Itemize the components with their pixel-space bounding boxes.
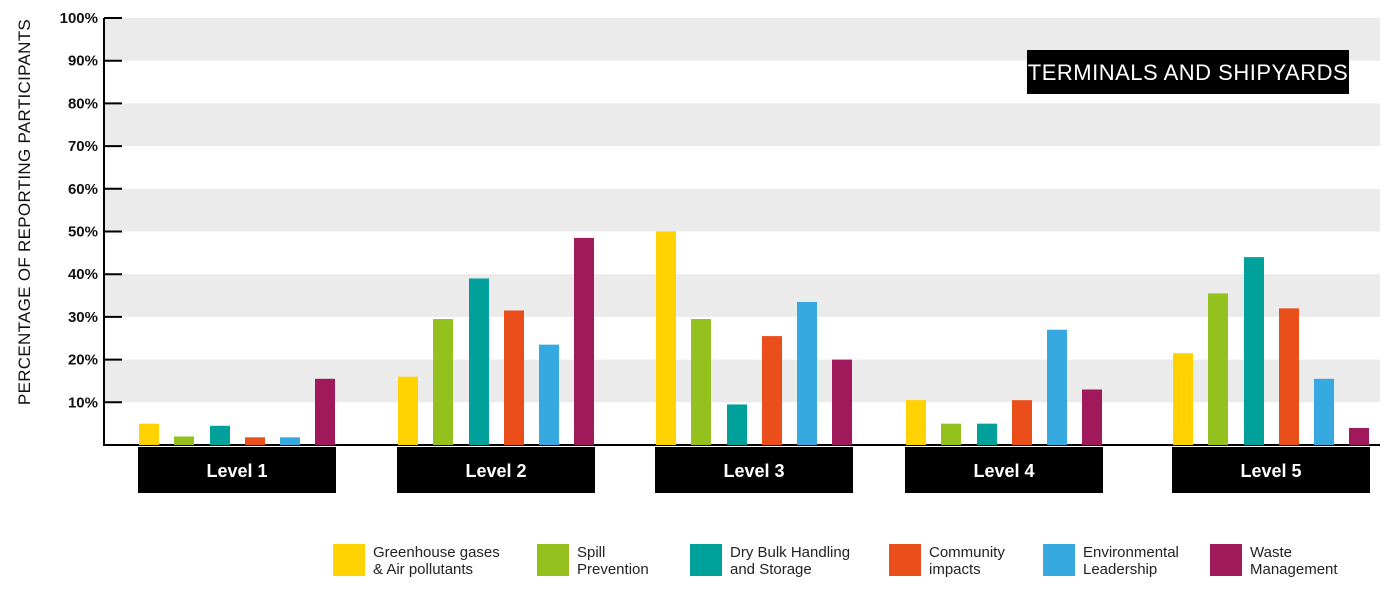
- bar: [433, 319, 453, 445]
- bar: [1314, 378, 1334, 445]
- legend-swatch: [537, 544, 569, 576]
- bar: [906, 400, 926, 445]
- legend-swatch: [690, 544, 722, 576]
- y-tick-label: 80%: [68, 95, 98, 112]
- category-label-box: [655, 447, 853, 493]
- legend-label: Greenhouse gases & Air pollutants: [373, 544, 500, 578]
- bar: [574, 237, 594, 445]
- bar: [1047, 329, 1067, 445]
- bar: [797, 301, 817, 445]
- legend-item: Spill Prevention: [537, 544, 649, 578]
- legend-swatch: [1043, 544, 1075, 576]
- bars: [139, 231, 1369, 445]
- category-label: Level 5: [1240, 461, 1301, 481]
- bar: [1208, 293, 1228, 445]
- category-label-box: [905, 447, 1103, 493]
- y-tick-label: 70%: [68, 138, 98, 155]
- bar: [539, 344, 559, 445]
- bar: [1173, 353, 1193, 445]
- bar: [941, 423, 961, 445]
- bar: [210, 425, 230, 445]
- category-label-box: [138, 447, 336, 493]
- bar: [280, 437, 300, 445]
- legend-swatch: [889, 544, 921, 576]
- y-tick-label: 100%: [60, 10, 98, 27]
- legend: Greenhouse gases & Air pollutants Spill P…: [0, 544, 1391, 592]
- legend-item: Community impacts: [889, 544, 1005, 578]
- bar: [762, 336, 782, 445]
- bar: [315, 378, 335, 445]
- legend-item: Environmental Leadership: [1043, 544, 1179, 578]
- category-label-box: [397, 447, 595, 493]
- legend-label: Waste Management: [1250, 544, 1338, 578]
- y-tick-label: 90%: [68, 53, 98, 70]
- category-label: Level 1: [206, 461, 267, 481]
- chart-title: TERMINALS AND SHIPYARDS: [1028, 60, 1348, 85]
- legend-item: Waste Management: [1210, 544, 1338, 578]
- legend-label: Community impacts: [929, 544, 1005, 578]
- bar: [1279, 308, 1299, 445]
- bar: [691, 319, 711, 445]
- bar: [174, 436, 194, 445]
- grid-band: [104, 103, 1380, 147]
- bar: [656, 231, 676, 445]
- legend-label: Environmental Leadership: [1083, 544, 1179, 578]
- legend-label: Dry Bulk Handling and Storage: [730, 544, 851, 578]
- y-tick-label: 20%: [68, 352, 98, 369]
- y-tick-labels: 10% 20% 30% 40% 50% 60% 70% 80% 90% 100%: [60, 10, 122, 411]
- bar: [977, 423, 997, 445]
- bar: [398, 376, 418, 445]
- bar: [139, 423, 159, 445]
- y-tick-label: 30%: [68, 309, 98, 326]
- bar: [1349, 427, 1369, 445]
- bar: [1082, 389, 1102, 445]
- bar: [504, 310, 524, 445]
- bar: [245, 437, 265, 445]
- grid-band: [104, 274, 1380, 317]
- legend-item: Greenhouse gases & Air pollutants: [333, 544, 500, 578]
- chart-title-box: TERMINALS AND SHIPYARDS: [1027, 50, 1349, 94]
- bar: [832, 359, 852, 445]
- legend-swatch: [333, 544, 365, 576]
- category-label-box: [1172, 447, 1370, 493]
- bar: [1012, 400, 1032, 445]
- y-tick-label: 60%: [68, 181, 98, 198]
- bar: [469, 278, 489, 445]
- legend-label: Spill Prevention: [577, 544, 649, 578]
- category-label: Level 3: [723, 461, 784, 481]
- category-label: Level 2: [465, 461, 526, 481]
- category-label: Level 4: [973, 461, 1034, 481]
- legend-swatch: [1210, 544, 1242, 576]
- y-tick-label: 40%: [68, 266, 98, 283]
- legend-item: Dry Bulk Handling and Storage: [690, 544, 850, 578]
- bar: [1244, 257, 1264, 445]
- grid-band: [104, 188, 1380, 232]
- y-tick-label: 10%: [68, 394, 98, 411]
- category-labels: Level 1 Level 2 Level 3 Level 4 Level 5: [138, 447, 1370, 493]
- bar: [727, 404, 747, 445]
- y-axis-label: PERCENTAGE OF REPORTING PARTICIPANTS: [15, 19, 34, 405]
- grid-bands: [104, 18, 1380, 403]
- y-tick-label: 50%: [68, 224, 98, 241]
